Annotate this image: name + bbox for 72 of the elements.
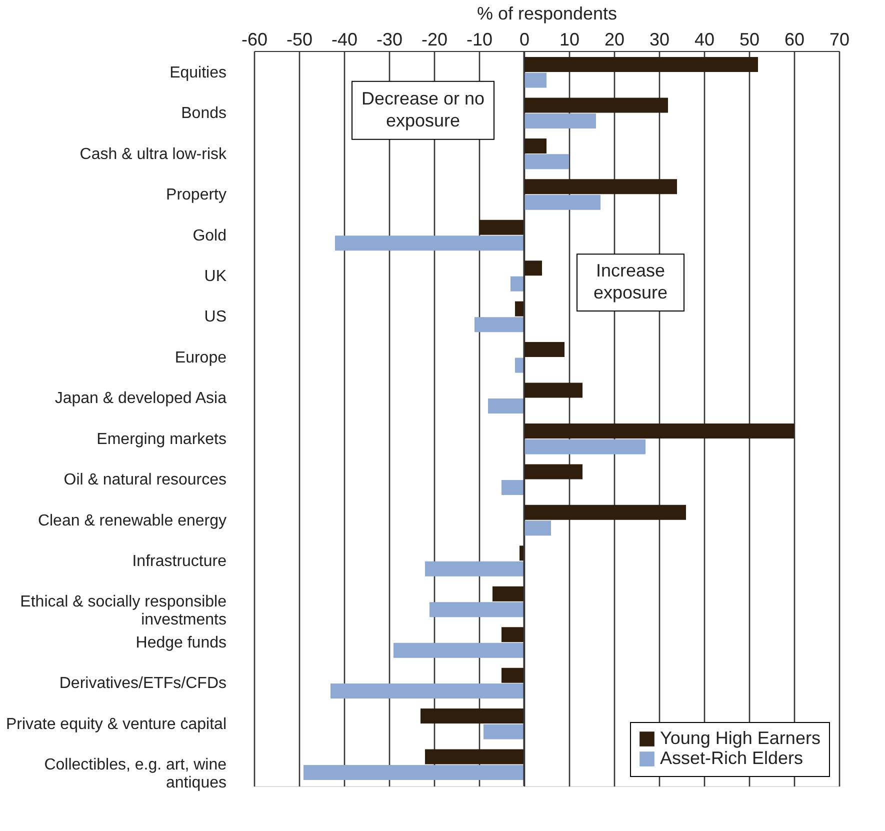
y-tick-label: US [204,308,226,326]
bar [330,684,524,699]
legend-label: Young High Earners [660,728,820,748]
bar [524,138,546,154]
x-tick-label: -50 [286,30,313,50]
y-tick-label: Europe [174,349,227,366]
bar [488,398,524,414]
bar [492,586,524,602]
bar [430,602,524,618]
bar [524,98,668,113]
bar [524,520,551,536]
bar [425,749,524,764]
x-tick-label: 10 [559,30,580,50]
annotation: Decrease or no exposure [361,88,485,130]
y-tick-label: Property [166,186,226,204]
bar [524,260,542,276]
x-tick-label: -10 [466,30,493,50]
y-tick-label: UK [204,268,227,285]
y-tick-label: Infrastructure [132,553,227,570]
x-tick-label: -20 [421,30,448,50]
bar [510,276,524,292]
x-tick-label: 0 [519,30,530,50]
x-tick-label: 60 [784,30,805,50]
bar [524,194,600,210]
y-tick-label: Clean & renewable energy [38,512,226,530]
bar [524,113,596,128]
y-tick-label: Oil & natural resources [64,472,226,489]
y-tick-label: Japan & developed Asia [54,390,227,408]
x-tick-label: 70 [829,30,850,50]
bar [502,480,524,495]
legend-label: Asset-Rich Elders [660,748,804,768]
annotation: Increase exposure [593,260,668,303]
bar [502,668,524,683]
bar [420,708,524,724]
bar [515,358,524,373]
x-tick-label: -30 [376,30,403,50]
bar [335,236,524,251]
bar [394,642,524,658]
bar [524,154,569,170]
bar [474,317,524,332]
bar [304,764,524,780]
bar [515,301,524,316]
x-tick-label: -40 [331,30,358,50]
x-tick-label: 40 [694,30,715,50]
x-tick-label: 50 [739,30,760,50]
bar [484,724,524,740]
bar [524,179,677,194]
bar [524,504,686,520]
bar [524,464,582,480]
y-tick-label: Bonds [181,105,226,122]
y-tick-label: Collectibles, e.g. art, wine antiques [44,756,227,792]
bar [524,439,646,454]
x-axis-title: % of respondents [476,4,618,24]
bar [524,72,546,88]
y-tick-label: Equities [170,64,226,82]
bar [524,423,794,438]
bar [479,220,524,235]
bar [524,342,564,358]
y-tick-label: Derivatives/ETFs/CFDs [59,675,226,692]
bar [425,561,524,576]
y-tick-label: Emerging markets [96,430,226,448]
x-tick-label: 30 [649,30,670,50]
x-tick-label: -60 [241,30,268,50]
bar [502,627,524,642]
bar [524,382,582,398]
y-tick-label: Private equity & venture capital [6,716,226,733]
y-tick-label: Cash & ultra low-risk [80,146,228,163]
bar [524,57,758,72]
y-tick-label: Hedge funds [136,634,226,652]
y-tick-label: Gold [192,227,226,244]
x-tick-label: 20 [604,30,625,50]
y-tick-label: Ethical & socially responsible investments [20,594,227,629]
